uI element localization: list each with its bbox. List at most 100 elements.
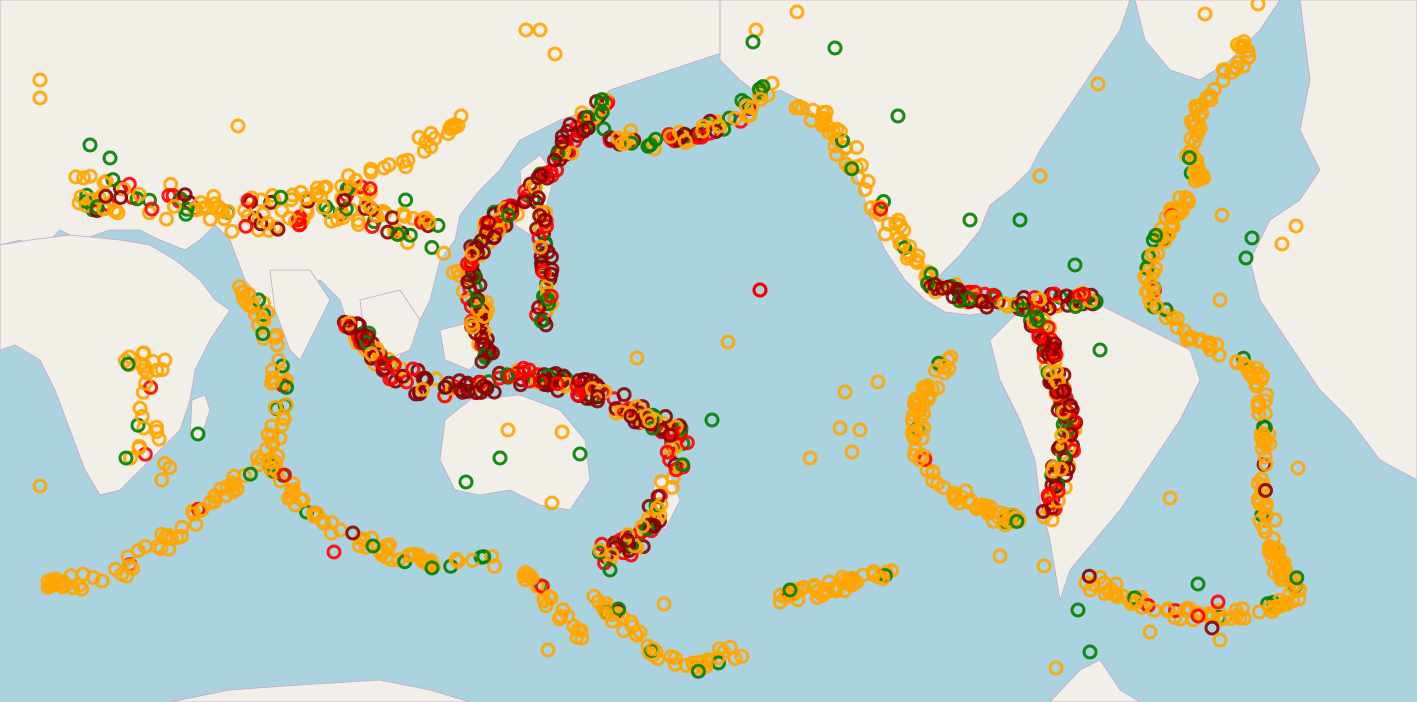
earthquake-marker[interactable] <box>645 641 661 657</box>
earthquake-marker[interactable] <box>544 495 560 511</box>
earthquake-marker[interactable] <box>1289 570 1305 586</box>
earthquake-marker[interactable] <box>149 424 165 439</box>
earthquake-marker[interactable] <box>500 422 516 438</box>
earthquake-marker[interactable] <box>475 378 491 394</box>
earthquake-marker[interactable] <box>277 467 292 483</box>
earthquake-marker[interactable] <box>841 572 857 588</box>
earthquake-marker[interactable] <box>540 642 556 658</box>
earthquake-marker[interactable] <box>423 139 439 155</box>
earthquake-marker[interactable] <box>98 188 114 204</box>
earthquake-marker[interactable] <box>1271 560 1287 576</box>
earthquake-marker[interactable] <box>1015 295 1031 311</box>
earthquake-marker[interactable] <box>802 450 818 466</box>
earthquake-marker[interactable] <box>162 460 178 475</box>
earthquake-marker[interactable] <box>961 291 977 307</box>
earthquake-marker[interactable] <box>198 199 214 215</box>
earthquake-marker[interactable] <box>920 378 936 394</box>
earthquake-marker[interactable] <box>1045 463 1060 479</box>
earthquake-marker[interactable] <box>484 345 500 361</box>
earthquake-marker[interactable] <box>789 4 805 20</box>
earthquake-marker[interactable] <box>374 355 390 371</box>
earthquake-marker[interactable] <box>255 206 271 222</box>
earthquake-marker[interactable] <box>694 129 710 145</box>
earthquake-marker[interactable] <box>400 235 415 251</box>
earthquake-marker[interactable] <box>108 561 123 577</box>
earthquake-marker[interactable] <box>424 240 440 255</box>
earthquake-marker[interactable] <box>82 137 98 153</box>
earthquake-marker[interactable] <box>390 227 406 242</box>
earthquake-marker[interactable] <box>240 193 256 209</box>
earthquake-marker[interactable] <box>549 376 565 392</box>
earthquake-marker[interactable] <box>154 362 170 378</box>
earthquake-marker[interactable] <box>927 277 943 293</box>
earthquake-marker[interactable] <box>573 623 589 639</box>
earthquake-marker[interactable] <box>159 211 174 227</box>
earthquake-marker[interactable] <box>849 574 865 590</box>
earthquake-marker[interactable] <box>264 418 280 434</box>
earthquake-marker[interactable] <box>1032 168 1048 184</box>
earthquake-marker[interactable] <box>517 572 533 588</box>
earthquake-marker[interactable] <box>131 543 146 558</box>
earthquake-marker[interactable] <box>596 121 612 137</box>
earthquake-marker[interactable] <box>521 373 537 389</box>
earthquake-marker[interactable] <box>218 488 234 503</box>
earthquake-marker[interactable] <box>753 91 769 107</box>
earthquake-marker[interactable] <box>245 300 261 315</box>
earthquake-marker[interactable] <box>914 430 930 446</box>
earthquake-marker[interactable] <box>532 239 548 255</box>
earthquake-marker[interactable] <box>920 276 936 291</box>
earthquake-marker[interactable] <box>406 546 422 562</box>
earthquake-marker[interactable] <box>474 354 490 370</box>
earthquake-marker[interactable] <box>242 466 258 482</box>
earthquake-marker[interactable] <box>852 422 868 438</box>
earthquake-marker[interactable] <box>216 211 232 227</box>
earthquake-marker[interactable] <box>270 221 286 237</box>
earthquake-marker[interactable] <box>532 22 548 38</box>
earthquake-marker[interactable] <box>1235 39 1251 55</box>
earthquake-marker[interactable] <box>992 548 1008 564</box>
earthquake-marker[interactable] <box>230 118 246 134</box>
earthquake-marker[interactable] <box>73 189 89 205</box>
earthquake-marker[interactable] <box>905 427 921 443</box>
earthquake-marker[interactable] <box>306 508 322 524</box>
earthquake-marker[interactable] <box>1165 218 1181 234</box>
earthquake-marker[interactable] <box>782 582 798 598</box>
earthquake-marker[interactable] <box>492 450 508 466</box>
earthquake-marker[interactable] <box>1031 329 1047 345</box>
earthquake-marker[interactable] <box>1179 600 1195 616</box>
earthquake-marker[interactable] <box>437 388 453 404</box>
earthquake-marker[interactable] <box>534 578 550 594</box>
earthquake-marker[interactable] <box>1251 604 1267 620</box>
earthquake-marker[interactable] <box>541 589 557 605</box>
earthquake-marker[interactable] <box>974 499 990 515</box>
earthquake-marker[interactable] <box>1212 632 1228 648</box>
earthquake-marker[interactable] <box>1090 76 1106 92</box>
earthquake-marker[interactable] <box>1047 336 1063 352</box>
earthquake-marker[interactable] <box>1229 608 1245 623</box>
earthquake-marker[interactable] <box>486 229 502 245</box>
earthquake-marker[interactable] <box>844 161 860 177</box>
earthquake-marker[interactable] <box>602 562 618 578</box>
earthquake-marker[interactable] <box>667 650 683 666</box>
earthquake-marker[interactable] <box>711 118 727 134</box>
earthquake-marker[interactable] <box>139 365 155 381</box>
earthquake-marker[interactable] <box>153 541 169 557</box>
earthquake-marker[interactable] <box>50 576 66 591</box>
earthquake-marker[interactable] <box>1142 624 1158 640</box>
earthquake-marker[interactable] <box>345 525 361 541</box>
earthquake-marker[interactable] <box>134 408 150 424</box>
earthquake-marker[interactable] <box>543 288 559 304</box>
earthquake-marker[interactable] <box>631 405 647 421</box>
earthquake-marker[interactable] <box>642 413 657 429</box>
earthquake-marker[interactable] <box>116 181 132 197</box>
earthquake-marker[interactable] <box>991 509 1007 525</box>
earthquake-marker[interactable] <box>120 356 136 372</box>
earthquake-marker[interactable] <box>380 540 396 556</box>
earthquake-marker[interactable] <box>1144 246 1160 262</box>
earthquake-marker[interactable] <box>1254 371 1270 387</box>
earthquake-marker[interactable] <box>1009 513 1025 529</box>
earthquake-marker[interactable] <box>934 280 950 296</box>
earthquake-marker[interactable] <box>536 373 552 389</box>
earthquake-marker[interactable] <box>662 427 678 443</box>
